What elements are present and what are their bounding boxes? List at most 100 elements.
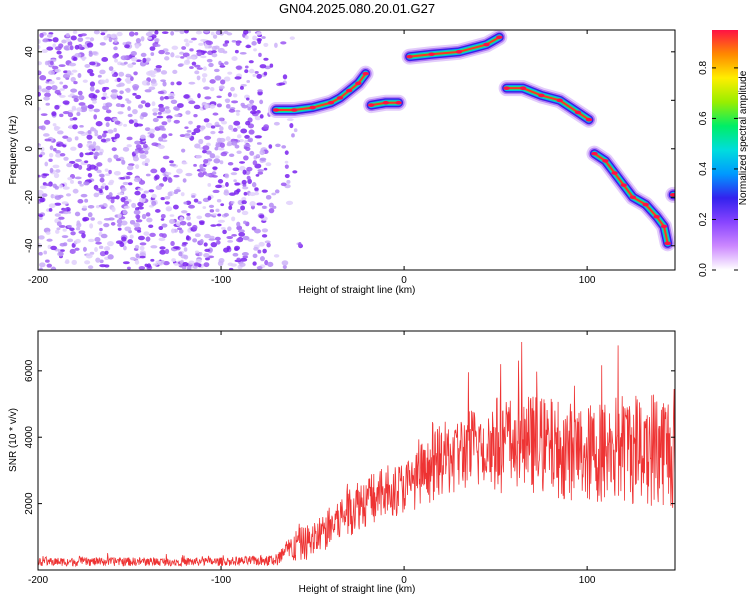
noise-point xyxy=(99,69,106,75)
noise-point xyxy=(245,44,252,49)
noise-point xyxy=(217,147,225,151)
noise-point xyxy=(184,30,189,34)
noise-point xyxy=(55,169,61,173)
noise-point xyxy=(161,127,166,131)
noise-point xyxy=(230,172,238,176)
noise-point xyxy=(56,221,62,227)
noise-point xyxy=(56,227,61,231)
noise-point xyxy=(97,74,102,78)
noise-point xyxy=(198,138,204,145)
noise-point xyxy=(219,160,224,165)
noise-point xyxy=(78,95,85,101)
noise-point xyxy=(38,125,44,130)
noise-point xyxy=(110,89,118,94)
noise-point xyxy=(268,144,273,149)
noise-point xyxy=(209,104,216,109)
noise-point xyxy=(225,181,229,188)
noise-point xyxy=(113,127,117,133)
noise-point xyxy=(39,75,47,81)
noise-point xyxy=(135,94,142,100)
noise-point xyxy=(73,97,79,103)
noise-point xyxy=(118,71,125,77)
noise-point xyxy=(186,265,192,270)
tone-peak xyxy=(611,171,618,175)
noise-point xyxy=(214,146,219,151)
noise-point xyxy=(202,149,207,154)
noise-point xyxy=(99,227,103,232)
noise-point xyxy=(263,71,268,76)
noise-point xyxy=(99,42,106,46)
noise-point xyxy=(133,209,141,215)
noise-point xyxy=(56,50,62,55)
noise-point xyxy=(94,236,101,243)
noise-point xyxy=(212,189,220,194)
noise-point xyxy=(50,266,57,270)
noise-point xyxy=(188,40,193,44)
noise-point xyxy=(234,144,240,149)
noise-point xyxy=(99,259,104,264)
noise-point xyxy=(271,192,277,196)
noise-point xyxy=(225,103,231,109)
noise-point xyxy=(264,259,269,266)
noise-point xyxy=(102,92,108,97)
noise-point xyxy=(298,241,302,248)
snr-series-line xyxy=(38,341,675,568)
noise-point xyxy=(54,104,60,110)
noise-point xyxy=(254,192,260,196)
noise-point xyxy=(220,79,226,85)
noise-point xyxy=(257,249,262,254)
noise-point xyxy=(131,202,137,208)
noise-point xyxy=(149,128,155,134)
noise-point xyxy=(46,263,53,268)
noise-point xyxy=(38,235,45,240)
noise-point xyxy=(254,71,259,74)
y-tick-label: -20 xyxy=(24,190,35,205)
noise-point xyxy=(209,79,216,84)
noise-point xyxy=(236,134,242,139)
noise-point xyxy=(91,51,98,55)
noise-point xyxy=(115,195,120,200)
noise-point xyxy=(116,219,123,225)
noise-point xyxy=(126,136,133,141)
noise-point xyxy=(246,80,251,83)
noise-point xyxy=(256,265,263,270)
noise-point xyxy=(273,121,280,126)
noise-point xyxy=(144,162,149,167)
tone-peak xyxy=(503,86,510,90)
noise-point xyxy=(88,144,96,150)
noise-point xyxy=(254,187,259,191)
noise-point xyxy=(155,64,162,69)
noise-point xyxy=(159,232,164,237)
noise-point xyxy=(245,97,250,101)
noise-point xyxy=(49,167,54,174)
noise-point xyxy=(59,113,64,118)
noise-point xyxy=(204,212,212,218)
noise-point xyxy=(92,100,97,104)
noise-point xyxy=(238,232,246,237)
noise-point xyxy=(157,144,165,149)
noise-point xyxy=(241,252,249,257)
noise-point xyxy=(161,31,169,35)
noise-point xyxy=(242,186,249,190)
noise-point xyxy=(194,233,201,238)
noise-point xyxy=(71,95,79,99)
noise-point xyxy=(209,86,215,92)
noise-point xyxy=(81,56,86,62)
noise-point xyxy=(252,160,258,166)
noise-point xyxy=(169,163,177,167)
noise-point xyxy=(185,235,190,241)
noise-point xyxy=(165,171,172,176)
noise-point xyxy=(138,150,145,154)
noise-point xyxy=(67,112,74,118)
noise-point xyxy=(67,238,74,243)
noise-point xyxy=(222,43,228,47)
tone-peak xyxy=(496,35,503,40)
noise-point xyxy=(63,242,68,247)
noise-point xyxy=(248,192,256,197)
noise-point xyxy=(131,56,138,62)
y-tick-label: 4000 xyxy=(24,426,35,449)
tone-peak xyxy=(660,224,668,229)
noise-point xyxy=(58,64,66,68)
noise-point xyxy=(236,125,241,129)
noise-point xyxy=(219,126,224,132)
